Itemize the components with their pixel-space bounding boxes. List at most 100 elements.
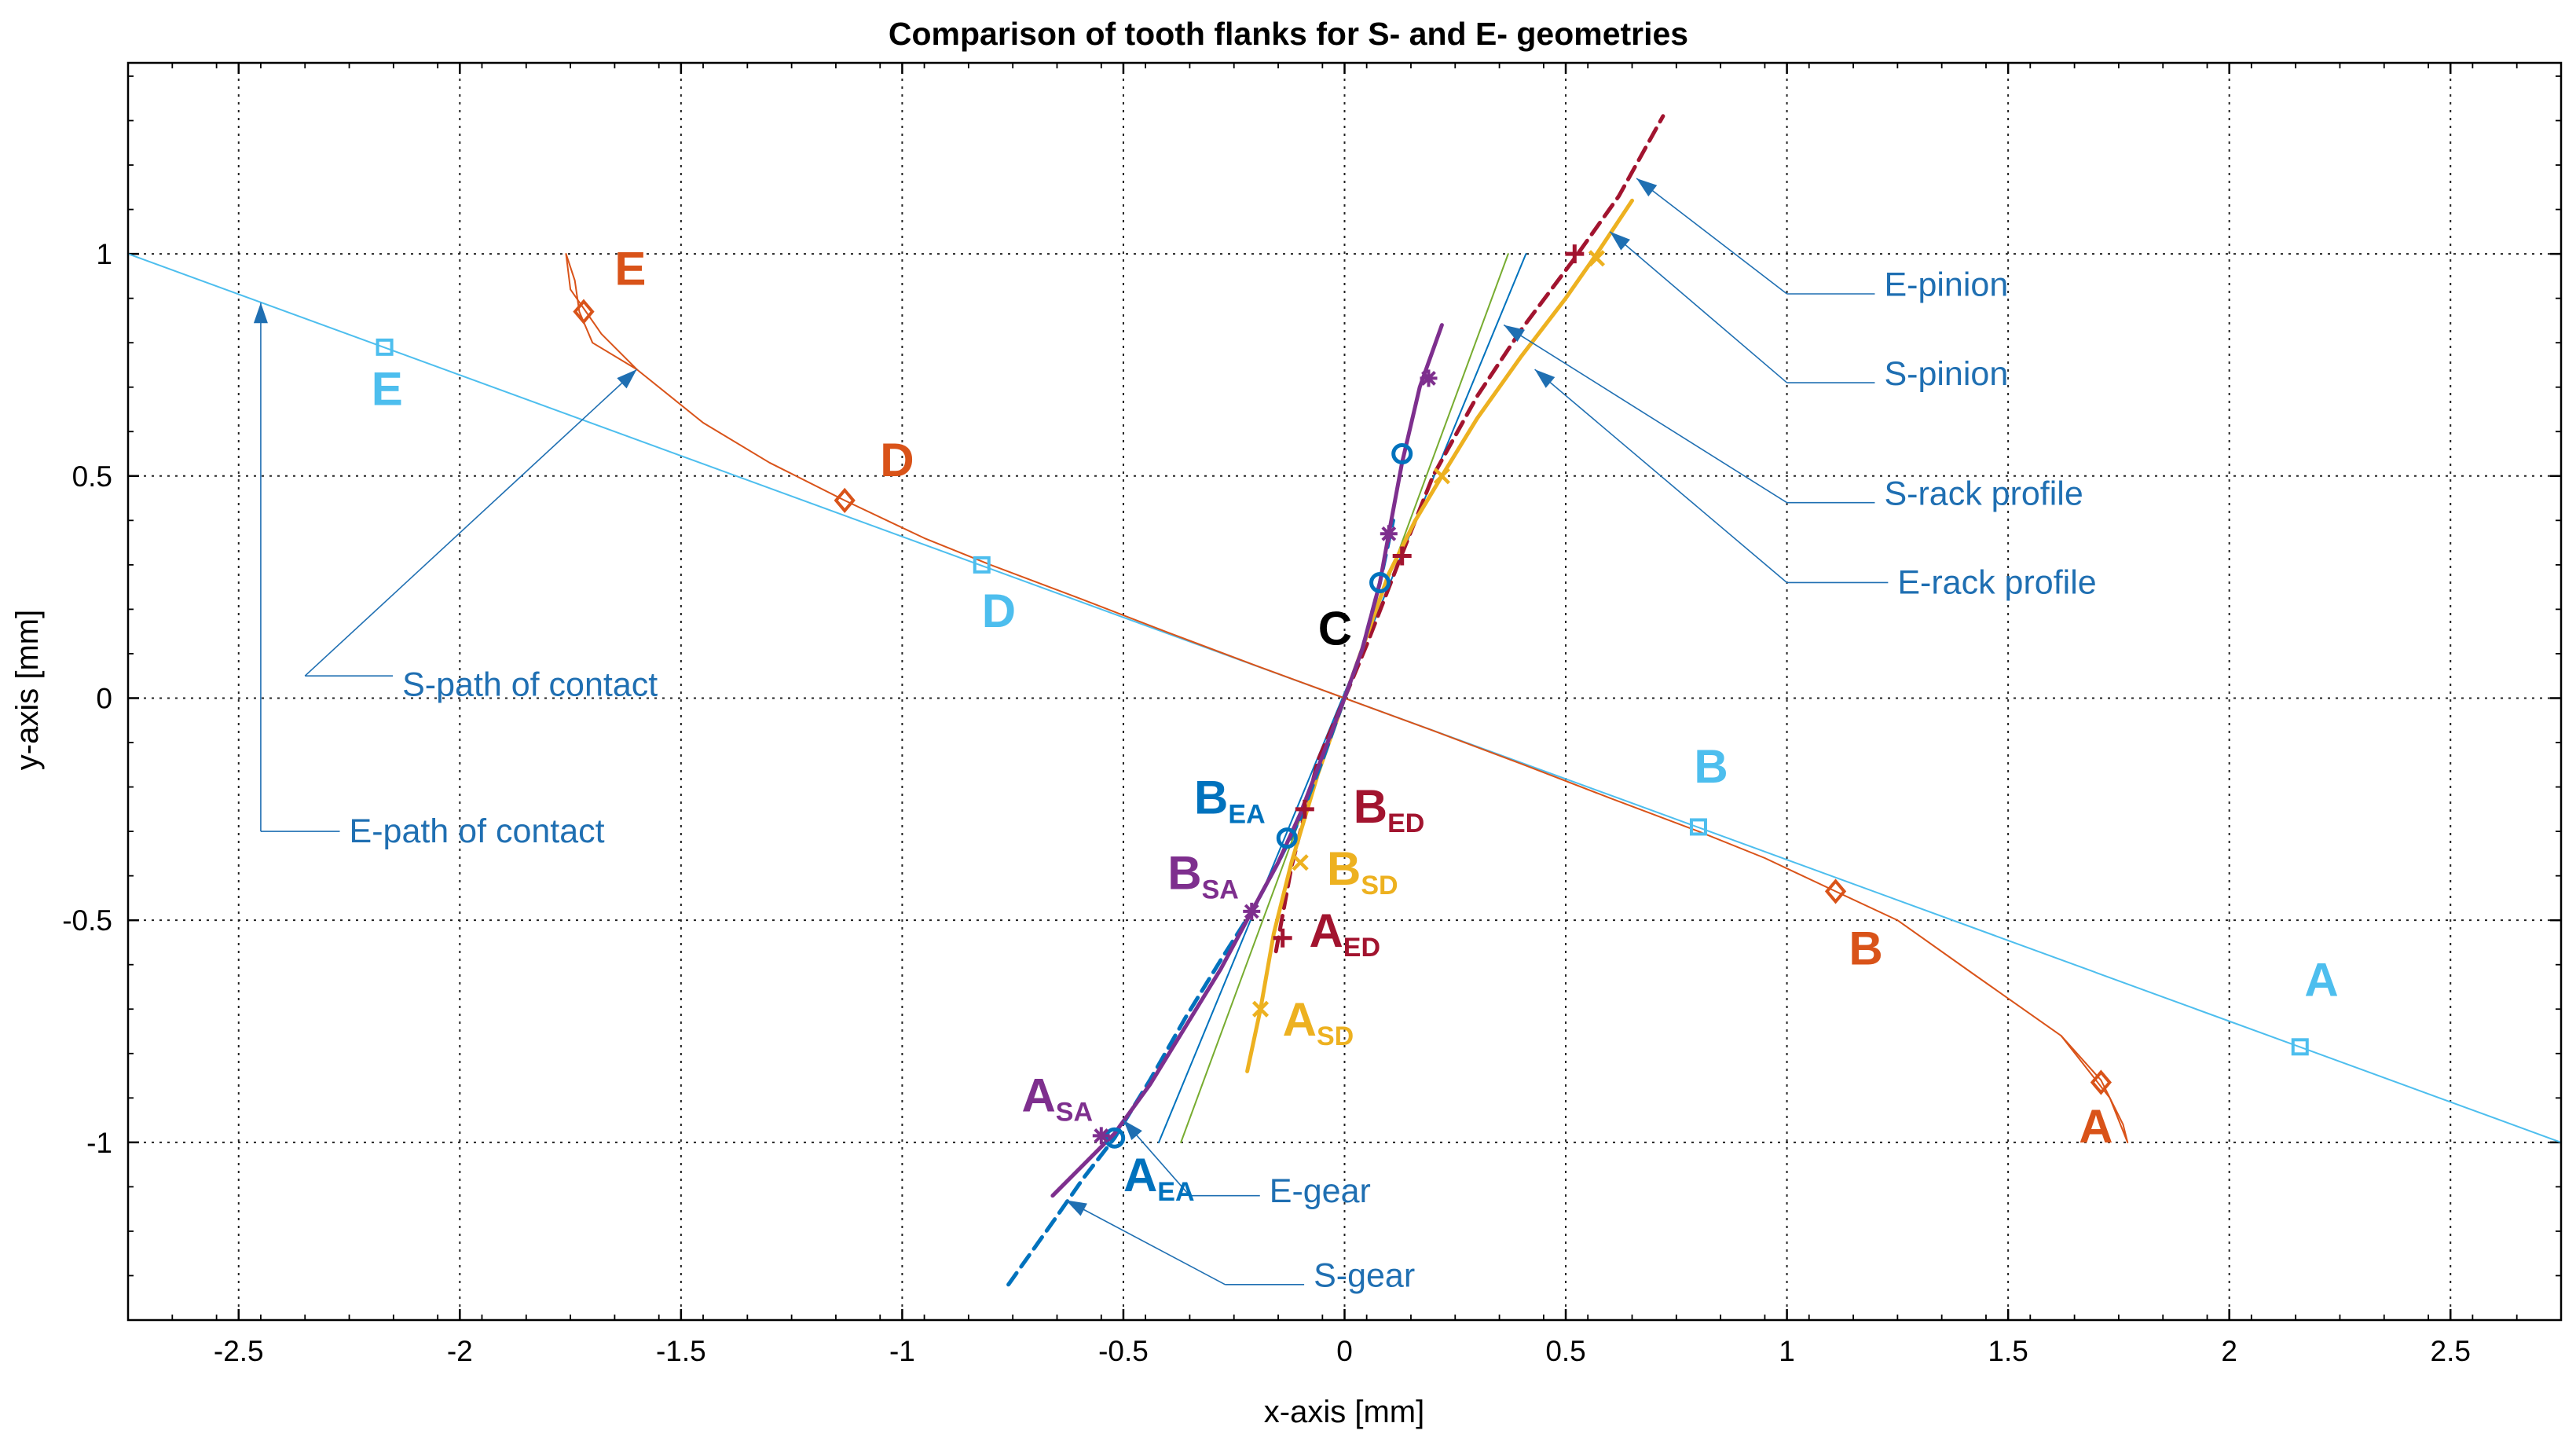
series-e-gear — [1050, 323, 1444, 1198]
point-label-aed-a2142f: AED — [1309, 904, 1380, 963]
x-tick-label: -1.5 — [656, 1335, 706, 1367]
diamond-marker — [2090, 1069, 2112, 1095]
annotation-label-s-path-of-contact: S-path of contact — [402, 666, 658, 704]
point-label-letter: A — [2304, 953, 2338, 1006]
annotation-leader-s-gear — [1065, 1199, 1226, 1285]
y-tick-label: -0.5 — [62, 904, 112, 937]
x-tick-label: 2 — [2221, 1335, 2237, 1367]
point-label-b-4dbeee: B — [1694, 740, 1728, 793]
point-label-bsa-7e2f8e: BSA — [1167, 847, 1239, 905]
series-e-path-of-contact — [636, 369, 2129, 1143]
point-label-subscript: EA — [1228, 799, 1265, 829]
square-marker — [376, 338, 394, 356]
point-label-subscript: EA — [1157, 1177, 1194, 1207]
annotation-leader-s-path-of-contact — [304, 369, 638, 677]
point-label-letter: B — [1167, 847, 1201, 900]
plus-marker — [1295, 799, 1314, 819]
y-axis-label: y-axis [mm] — [10, 610, 45, 770]
point-label-letter: A — [1309, 904, 1343, 957]
chart-title: Comparison of tooth flanks for S- and E-… — [889, 16, 1688, 52]
annotation-leader-s-pinion — [1609, 231, 1788, 383]
annotation-label-e-gear: E-gear — [1270, 1172, 1371, 1210]
point-label-a-d95319: A — [2079, 1100, 2112, 1153]
circle-marker — [1276, 827, 1298, 849]
point-label-letter: D — [982, 585, 1016, 637]
point-label-subscript: ED — [1343, 933, 1380, 963]
point-label-letter: B — [1194, 771, 1228, 823]
series-e-path-of-contact-a-branch — [2060, 1035, 2129, 1143]
axis-ticks: -2.5 -2 -1.5 -1 -0.5 0 0.5 1 1.5 2 2.5 1 0.5 0 -0.5 -1 — [62, 63, 2562, 1367]
annotation-label-e-path-of-contact: E-path of contact — [350, 812, 605, 850]
annotation-label-s-pinion: S-pinion — [1884, 355, 2008, 393]
x-tick-label: -1 — [889, 1335, 915, 1367]
plus-marker — [1565, 244, 1585, 264]
point-label-subscript: SD — [1361, 871, 1398, 900]
point-label-e-d95319: E — [614, 243, 646, 295]
point-label-subscript: ED — [1387, 809, 1424, 838]
point-label-letter: B — [1354, 780, 1387, 833]
point-label-asa-7e2f8e: ASA — [1021, 1069, 1093, 1127]
point-label-letter: A — [1283, 993, 1317, 1046]
annotation-arrowhead-e-gear — [1123, 1120, 1142, 1141]
point-label-letter: B — [1849, 922, 1882, 975]
annotation-arrowhead-s-pinion — [1610, 231, 1630, 251]
plot-area-border — [126, 61, 2563, 1322]
point-label-letter: B — [1327, 842, 1361, 895]
point-label-letter: E — [614, 243, 646, 295]
square-marker — [1689, 818, 1707, 836]
x-tick-label: 0.5 — [1545, 1335, 1585, 1367]
point-label-subscript: SD — [1317, 1021, 1354, 1051]
annotation-leader-e-pinion — [1636, 178, 1788, 295]
x-tick-label: 0 — [1336, 1335, 1353, 1367]
circle-marker — [1391, 443, 1413, 465]
annotation-arrowhead-s-rack-profile — [1504, 325, 1526, 343]
point-label-b-d95319: B — [1849, 922, 1882, 975]
x-tick-label: -2 — [447, 1335, 473, 1367]
star-marker — [1243, 902, 1261, 920]
point-label-letter: B — [1694, 740, 1728, 793]
point-label-subscript: SA — [1202, 875, 1239, 905]
point-label-c-000000: C — [1318, 603, 1352, 655]
star-marker — [1092, 1127, 1110, 1145]
x-tick-label: -0.5 — [1098, 1335, 1149, 1367]
diamond-marker — [834, 487, 856, 513]
annotation-arrowhead-e-pinion — [1636, 178, 1658, 196]
point-label-letter: D — [880, 434, 914, 486]
diamond-marker — [1824, 878, 1847, 904]
annotation-label-s-gear: S-gear — [1314, 1256, 1415, 1294]
grid-lines — [128, 63, 2561, 1320]
chart-annotations: E-pinion S-pinion S-rack profile E-rack pro… — [253, 178, 2097, 1294]
point-label-d-4dbeee: D — [982, 585, 1016, 637]
cross-marker — [1292, 854, 1309, 871]
annotation-arrowhead-e-path-of-contact — [253, 303, 268, 324]
series-s-pinion — [1245, 198, 1634, 1073]
x-axis-label: x-axis [mm] — [1264, 1395, 1424, 1429]
circle-marker — [1104, 1127, 1126, 1149]
series-e-path-of-contact-e-branch — [565, 253, 638, 371]
annotation-label-s-rack-profile: S-rack profile — [1884, 475, 2083, 512]
annotation-label-e-rack-profile: E-rack profile — [1897, 563, 2096, 601]
point-label-letter: A — [1021, 1069, 1055, 1121]
point-label-bea-0072bd: BEA — [1194, 771, 1266, 829]
series-e-path-of-contact-e-branch-inner — [565, 253, 638, 371]
x-tick-label: 2.5 — [2431, 1335, 2471, 1367]
point-label-e-4dbeee: E — [372, 362, 403, 415]
point-label-d-d95319: D — [880, 434, 914, 486]
point-label-bsd-edb120: BSD — [1327, 842, 1398, 900]
annotation-leader-s-rack-profile — [1503, 324, 1788, 504]
point-label-letter: A — [1123, 1149, 1157, 1201]
point-label-letter: E — [372, 362, 403, 415]
y-tick-label: -1 — [86, 1127, 112, 1159]
point-label-asd-edb120: ASD — [1283, 993, 1354, 1051]
x-tick-label: 1 — [1779, 1335, 1795, 1367]
x-tick-label: -2.5 — [214, 1335, 264, 1367]
point-label-a-4dbeee: A — [2304, 953, 2338, 1006]
circle-marker — [1369, 571, 1391, 593]
annotation-leader-e-rack-profile — [1534, 369, 1788, 584]
annotation-label-e-pinion: E-pinion — [1884, 266, 2008, 304]
plus-marker — [1392, 546, 1412, 566]
annotation-arrowhead-s-gear — [1065, 1200, 1087, 1216]
plus-marker — [1273, 928, 1292, 948]
